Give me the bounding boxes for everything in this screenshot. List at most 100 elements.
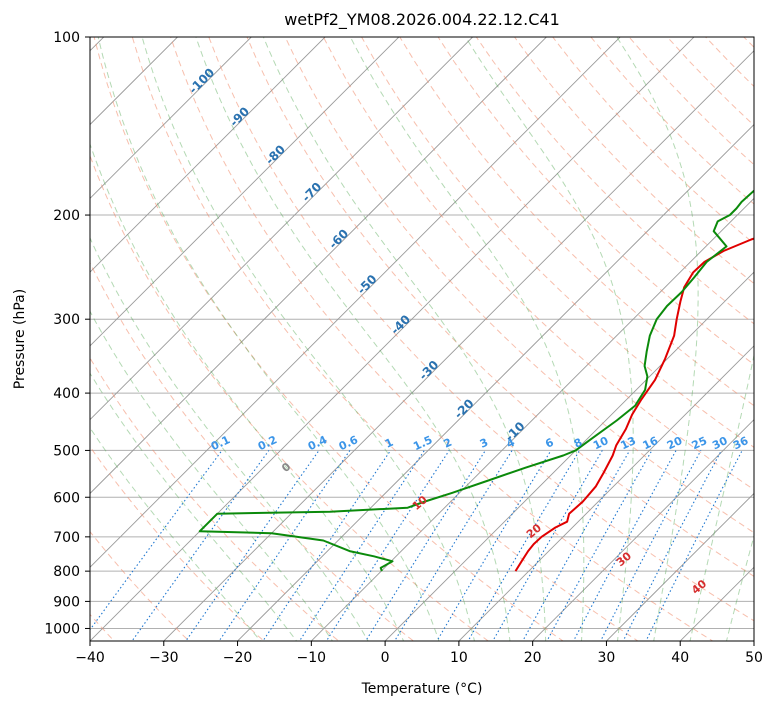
mixing-ratio-line — [365, 450, 486, 641]
dry-adiabat — [93, 37, 564, 641]
mixing-ratio-line — [298, 450, 425, 641]
dry-adiabat — [704, 37, 754, 88]
dry-adiabat — [666, 37, 754, 127]
dry-adiabat — [90, 261, 415, 641]
mixing-ratio-line — [218, 450, 351, 641]
isotherm-line — [310, 197, 754, 641]
isotherm-line — [236, 123, 754, 641]
dry-adiabat — [90, 445, 265, 641]
dry-adiabat — [208, 37, 754, 622]
y-tick-label: 800 — [53, 564, 80, 580]
isotherm-line — [90, 37, 252, 199]
y-tick-label: 600 — [53, 490, 80, 506]
dry-adiabat — [90, 530, 190, 641]
x-tick-label: 40 — [671, 650, 689, 666]
moist-adiabat — [90, 236, 369, 641]
dry-adiabat — [284, 37, 754, 534]
plot-frame — [89, 36, 755, 642]
mixing-ratio-line — [393, 450, 513, 641]
dry-adiabat — [90, 357, 340, 641]
moist-adiabat — [141, 37, 475, 641]
dry-adiabat-label: -90 — [227, 104, 252, 129]
dewpoint-profile — [198, 189, 754, 572]
moist-adiabat-label: 30 — [614, 549, 634, 569]
moist-adiabat — [725, 534, 754, 641]
y-tick-label: 200 — [53, 208, 80, 224]
y-tick-label: 700 — [53, 530, 80, 546]
moist-adiabat — [195, 37, 511, 641]
x-tick-label: −20 — [223, 650, 253, 666]
mixing-ratio-line — [645, 450, 743, 641]
dry-adiabat — [475, 37, 754, 325]
x-axis-label: Temperature (°C) — [361, 681, 483, 697]
dry-adiabat-label: -60 — [326, 226, 351, 251]
x-tick-label: 50 — [745, 650, 763, 666]
mixing-ratio-label: 20 — [665, 434, 685, 452]
x-tick-label: −10 — [297, 650, 327, 666]
moist-adiabat — [689, 352, 754, 641]
chart-title: wetPf2_YM08.2026.004.22.12.C41 — [284, 10, 560, 30]
moist-adiabats — [90, 37, 754, 641]
mixing-ratio-label: 3 — [478, 436, 490, 451]
isotherm-line — [90, 37, 695, 641]
y-tick-label: 100 — [53, 30, 80, 46]
isotherm-line — [753, 640, 754, 641]
sounding-profiles — [198, 189, 754, 572]
x-axis-ticks: −40 −30 −20 −10 0 10 20 30 40 50 — [75, 641, 763, 666]
skewed-isotherms — [90, 37, 754, 641]
isotherm-line — [90, 37, 400, 347]
y-axis-ticks: 100 200 300 400 500 600 700 800 900 1000 — [44, 30, 90, 637]
mixing-ratio-line — [325, 450, 450, 641]
x-tick-label: 0 — [381, 650, 390, 666]
isotherm-line — [532, 419, 754, 641]
dry-adiabat — [246, 37, 754, 577]
dry-adiabat-label: -30 — [416, 358, 441, 383]
dry-adiabat — [322, 37, 754, 491]
dry-adiabat — [399, 37, 754, 407]
moist-adiabat-label: 10 — [410, 493, 430, 513]
mixing-ratio-line — [522, 450, 631, 641]
moist-adiabat — [616, 37, 699, 641]
y-axis-label: Pressure (hPa) — [12, 289, 28, 389]
temperature-profile — [514, 237, 754, 572]
dry-adiabat — [437, 37, 754, 366]
mixing-ratio-label: 16 — [641, 434, 661, 452]
x-tick-label: −30 — [149, 650, 179, 666]
y-tick-label: 500 — [53, 443, 80, 459]
dry-adiabat-label: -80 — [263, 142, 288, 167]
dry-adiabat — [755, 10, 775, 653]
y-tick-label: 400 — [53, 386, 80, 402]
x-tick-label: 30 — [598, 650, 616, 666]
moist-adiabat-label: 40 — [689, 577, 709, 597]
mixing-ratio-line — [467, 450, 581, 641]
dry-adiabat — [170, 37, 714, 641]
mixing-ratio-label: 30 — [710, 434, 730, 452]
dry-adiabat — [90, 154, 490, 641]
moist-adiabat — [349, 37, 585, 641]
mixing-ratio-line — [492, 450, 603, 641]
moist-adiabat — [90, 372, 298, 641]
pressure-gridlines — [90, 37, 754, 629]
reference-line-labels: -100-90-80-70-60-50-40-30-20-100.1 0.2 0.4… — [186, 65, 751, 597]
y-tick-label: 1000 — [44, 621, 80, 637]
y-tick-label: 300 — [53, 312, 80, 328]
dry-adiabat-label: -50 — [354, 272, 379, 297]
isotherm-line — [458, 345, 754, 641]
x-tick-label: 20 — [524, 650, 542, 666]
isotherm-line — [384, 271, 754, 641]
mixing-ratio-label: 6 — [543, 436, 556, 451]
mixing-ratio-line — [90, 450, 223, 631]
moist-adiabat — [464, 37, 634, 641]
isotherm-line — [679, 566, 754, 641]
mixing-ratio-line — [262, 450, 392, 641]
mixing-ratio-label: 36 — [731, 434, 751, 452]
isotherm-line — [90, 37, 179, 126]
dry-adiabat — [743, 37, 754, 48]
moist-adiabat — [262, 37, 547, 641]
dry-adiabat-label: -20 — [451, 396, 476, 421]
mixing-ratio-line — [131, 450, 270, 641]
dry-adiabats — [90, 10, 775, 653]
mixing-ratio-label: 25 — [690, 434, 709, 452]
isotherm-line — [90, 37, 621, 568]
